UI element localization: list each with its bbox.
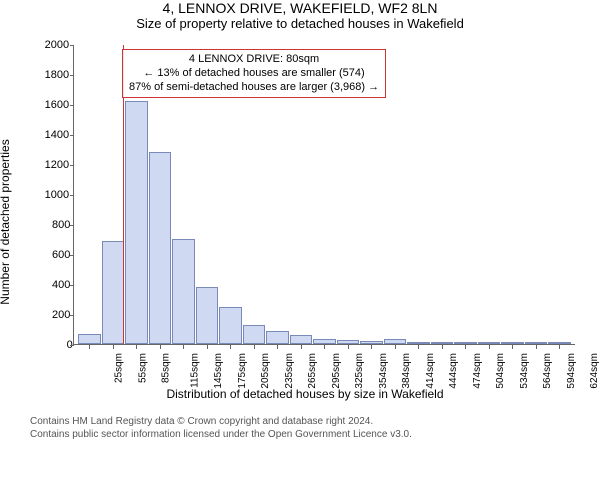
y-tick-mark (70, 315, 74, 316)
x-tick-mark (277, 345, 278, 349)
y-tick-mark (70, 195, 74, 196)
histogram-bar (219, 307, 242, 345)
histogram-bar (454, 342, 477, 344)
y-tick-mark (70, 255, 74, 256)
histogram-bar (313, 339, 336, 344)
y-tick-mark (70, 165, 74, 166)
x-tick-label: 265sqm (307, 353, 318, 389)
y-tick-label: 1200 (45, 159, 69, 171)
y-tick-mark (70, 285, 74, 286)
histogram-bar (384, 339, 407, 344)
x-tick-mark (512, 345, 513, 349)
x-tick-label: 115sqm (189, 353, 200, 388)
y-tick-label: 1000 (45, 189, 69, 201)
x-tick-mark (324, 345, 325, 349)
histogram-bar (78, 334, 101, 345)
x-tick-mark (442, 345, 443, 349)
x-tick-label: 354sqm (378, 353, 389, 389)
x-tick-mark (536, 345, 537, 349)
y-tick-mark (70, 225, 74, 226)
x-tick-label: 25sqm (114, 353, 125, 383)
x-tick-label: 444sqm (448, 353, 459, 389)
y-tick-label: 800 (52, 219, 70, 231)
x-tick-mark (489, 345, 490, 349)
histogram-bar (196, 287, 219, 344)
x-tick-label: 145sqm (213, 353, 224, 389)
x-tick-label: 624sqm (589, 353, 600, 389)
x-tick-label: 295sqm (331, 353, 342, 389)
x-tick-label: 384sqm (401, 353, 412, 389)
histogram-bar (102, 241, 125, 345)
x-tick-label: 534sqm (519, 353, 530, 389)
x-tick-label: 325sqm (354, 353, 365, 389)
y-tick-label: 1400 (45, 129, 69, 141)
page-subtitle: Size of property relative to detached ho… (0, 16, 600, 31)
y-tick-label: 600 (52, 249, 70, 261)
x-tick-mark (254, 345, 255, 349)
histogram-bar (360, 341, 383, 344)
y-tick-label: 1600 (45, 99, 69, 111)
annotation-line-3: 87% of semi-detached houses are larger (… (129, 81, 379, 95)
x-tick-label: 175sqm (237, 353, 248, 389)
histogram-bar (407, 342, 430, 344)
x-tick-mark (113, 345, 114, 349)
y-tick-label: 400 (52, 279, 70, 291)
histogram-bar (501, 342, 524, 344)
histogram-bar (266, 331, 289, 345)
footer-line-2: Contains public sector information licen… (30, 428, 600, 441)
x-tick-mark (230, 345, 231, 349)
x-tick-label: 85sqm (161, 353, 172, 383)
histogram-chart: Number of detached properties 0200400600… (25, 37, 585, 407)
footer-line-1: Contains HM Land Registry data © Crown c… (30, 415, 600, 428)
x-tick-label: 504sqm (495, 353, 506, 389)
x-tick-label: 594sqm (566, 353, 577, 389)
x-tick-mark (160, 345, 161, 349)
histogram-bar (337, 340, 360, 344)
y-tick-mark (70, 105, 74, 106)
y-tick-label: 1800 (45, 69, 69, 81)
x-tick-label: 474sqm (472, 353, 483, 389)
x-tick-label: 55sqm (137, 353, 148, 383)
histogram-bar (243, 325, 266, 345)
x-tick-mark (395, 345, 396, 349)
x-tick-mark (89, 345, 90, 349)
x-tick-mark (207, 345, 208, 349)
annotation-box: 4 LENNOX DRIVE: 80sqm ← 13% of detached … (122, 49, 386, 98)
y-tick-mark (70, 135, 74, 136)
y-tick-mark (70, 345, 74, 346)
x-tick-mark (559, 345, 560, 349)
x-tick-label: 235sqm (284, 353, 295, 389)
x-tick-label: 564sqm (542, 353, 553, 389)
x-tick-mark (465, 345, 466, 349)
x-tick-mark (301, 345, 302, 349)
x-tick-mark (136, 345, 137, 349)
x-tick-mark (371, 345, 372, 349)
histogram-bar (548, 342, 571, 344)
histogram-bar (290, 335, 313, 344)
annotation-line-1: 4 LENNOX DRIVE: 80sqm (129, 53, 379, 67)
histogram-bar (478, 342, 501, 344)
y-tick-mark (70, 75, 74, 76)
histogram-bar (172, 239, 195, 344)
x-tick-mark (418, 345, 419, 349)
x-tick-label: 414sqm (425, 353, 436, 389)
histogram-bar (125, 101, 148, 344)
page-title: 4, LENNOX DRIVE, WAKEFIELD, WF2 8LN (0, 0, 600, 16)
plot-area: 020040060080010001200140016001800200025s… (73, 45, 575, 345)
y-tick-mark (70, 45, 74, 46)
footer-credits: Contains HM Land Registry data © Crown c… (0, 407, 600, 441)
x-tick-label: 205sqm (260, 353, 271, 389)
histogram-bar (149, 152, 172, 344)
y-tick-label: 2000 (45, 39, 69, 51)
histogram-bar (431, 342, 454, 344)
annotation-line-2: ← 13% of detached houses are smaller (57… (129, 67, 379, 81)
x-axis-label: Distribution of detached houses by size … (25, 387, 585, 401)
y-axis-label: Number of detached properties (0, 139, 12, 304)
x-tick-mark (348, 345, 349, 349)
histogram-bar (525, 342, 548, 344)
y-tick-label: 200 (52, 309, 70, 321)
x-tick-mark (183, 345, 184, 349)
